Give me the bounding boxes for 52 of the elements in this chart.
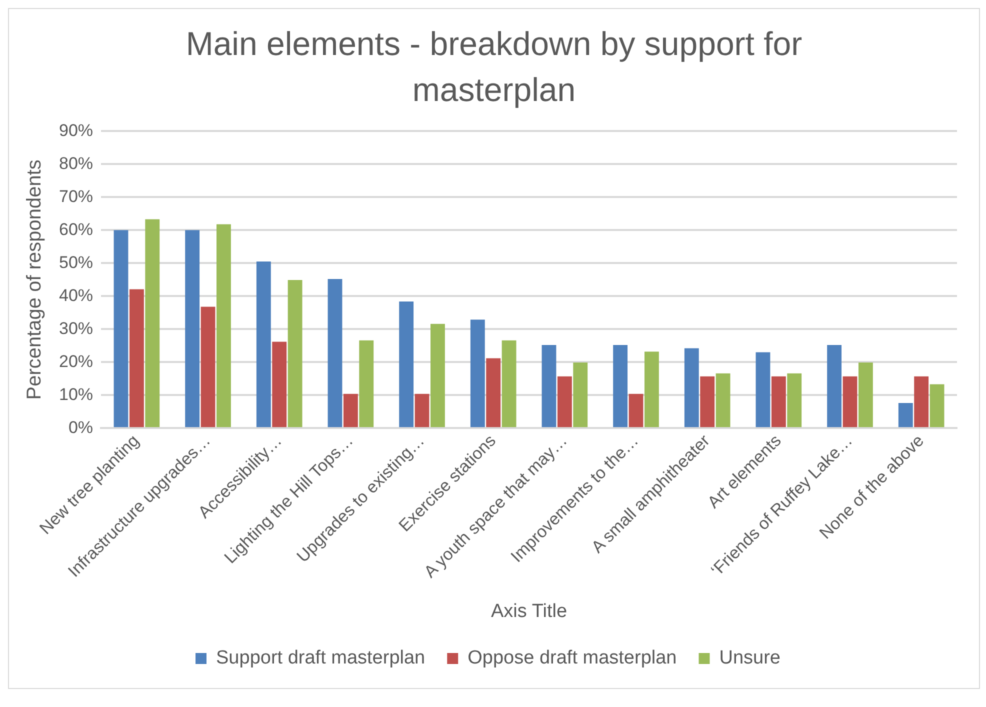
bar [216,224,231,428]
bar [628,394,644,428]
bar [256,262,271,428]
bar [858,362,873,428]
bar [644,352,659,428]
bar [343,394,358,428]
bar [288,280,302,428]
bar [787,373,802,428]
bar [430,324,445,428]
y-tick-label: 0% [68,418,94,437]
legend-label: Oppose draft masterplan [468,648,677,669]
legend-label: Unsure [719,648,780,669]
bar [700,376,715,428]
y-tick-label: 50% [58,252,94,272]
y-tick-label: 20% [58,352,94,371]
chart-title: Main elements - breakdown by support for masterplan [184,24,804,110]
bar [272,342,287,428]
y-axis-title: Percentage of respondents [24,160,46,400]
bar [359,340,374,428]
bar [716,373,730,428]
bar [756,352,770,428]
bar [145,219,160,428]
y-tick-label: 70% [58,186,94,206]
bar [827,344,842,428]
bar [399,301,414,428]
x-axis-title: Axis Title [490,600,568,622]
y-tick-label: 10% [58,384,94,404]
bar [573,362,588,428]
y-tick-label: 30% [58,318,94,338]
bar [486,358,501,428]
y-tick-label: 80% [58,154,94,173]
bar [898,403,913,428]
bar [542,344,556,428]
bar [613,344,628,428]
bar [842,376,858,428]
bar [414,394,430,428]
bar [684,348,699,428]
legend-label: Support draft masterplan [216,648,426,669]
bar [114,230,128,428]
bar [930,384,944,428]
bar [502,340,516,428]
bar [557,376,572,428]
bar [914,376,929,428]
y-tick-label: 90% [58,120,94,140]
bar [771,376,786,428]
y-tick-label: 40% [58,286,94,305]
bar [328,279,342,428]
bar [200,306,216,428]
bar [129,289,144,428]
bar [470,320,485,428]
y-tick-label: 60% [58,220,94,239]
bar [185,230,200,428]
